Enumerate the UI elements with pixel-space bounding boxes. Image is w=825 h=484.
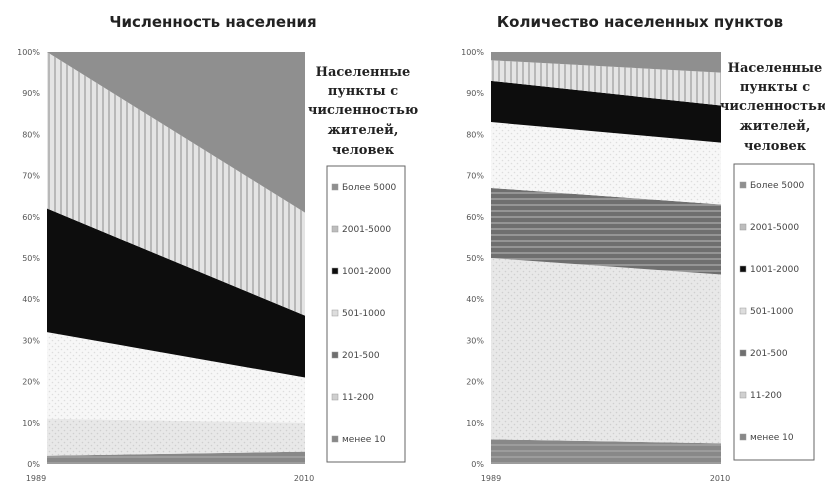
chart-2-legend-swatch-1001-2000 [739, 265, 747, 273]
chart-2-y-tick-label: 60% [466, 213, 484, 222]
chart-2-plot-area [491, 52, 721, 464]
chart-1-legend-label-501-1000: 501-1000 [342, 309, 386, 319]
chart-2-title: Количество населенных пунктов [497, 13, 783, 31]
chart-2-y-tick-label: 100% [461, 48, 484, 57]
chart-1-legend-swatch-более-5000 [331, 183, 339, 191]
chart-1-legend-title: Населенные пункты с численностью жителей… [308, 65, 418, 158]
chart-2-legend-label-1001-2000: 1001-2000 [750, 265, 799, 275]
chart-2-area-1001-2000 [491, 80, 721, 143]
chart-1-y-tick-label: 70% [22, 172, 40, 181]
chart-2-y-tick-label: 70% [466, 172, 484, 181]
chart-1-y-tick-label: 90% [22, 89, 40, 98]
chart-1-x-tick-end: 2010 [294, 474, 314, 483]
chart-1-legend-label-11-200: 11-200 [342, 393, 374, 403]
chart-2-area-более-5000 [491, 52, 721, 73]
chart-2-legend-swatch-более-5000 [739, 181, 747, 189]
chart-2-legend-label-201-500: 201-500 [750, 349, 788, 359]
chart-1-legend-swatch-501-1000 [331, 309, 339, 317]
chart-1-y-tick-label: 100% [17, 48, 40, 57]
chart-1-y-tick-label: 40% [22, 295, 40, 304]
chart-1-legend-box [326, 165, 406, 463]
chart-2-y-tick-label: 90% [466, 89, 484, 98]
chart-2-legend-box [733, 163, 815, 461]
chart-2-area-11-200 [491, 258, 721, 444]
chart-1-area-2001-5000 [47, 52, 305, 316]
chart-2-area-501-1000 [491, 122, 721, 205]
chart-1-legend-title-line-3: численностью [308, 103, 418, 118]
chart-2: Количество населенных пунктов 0% 10% 20% 30… [461, 13, 825, 483]
chart-1-legend: Более 5000 2001-5000 1001-2000 501-1000 201-… [331, 183, 397, 445]
chart-2-legend-label-более-5000: Более 5000 [750, 181, 805, 191]
chart-2-y-tick-label: 80% [466, 130, 484, 139]
chart-2-legend-label-501-1000: 501-1000 [750, 307, 794, 317]
chart-1-legend-label-менее-10: менее 10 [342, 435, 386, 445]
chart-1-legend-title-line-4: жителей, [328, 123, 399, 138]
chart-1-x-tick-start: 1989 [26, 474, 46, 483]
chart-2-y-axis: 0% 10% 20% 30% 40% 50% 60% 70% 80% 90% 100% [461, 48, 484, 469]
chart-1-legend-title-line-5: человек [332, 143, 395, 158]
chart-2-y-tick-label: 40% [466, 295, 484, 304]
chart-2-y-tick-label: 30% [466, 336, 484, 345]
chart-1-legend-swatch-201-500 [331, 351, 339, 359]
chart-1-y-tick-label: 50% [22, 254, 40, 263]
chart-1-y-axis: 0% 10% 20% 30% 40% 50% 60% 70% 80% 90% 100% [17, 48, 40, 469]
chart-2-legend-swatch-201-500 [739, 349, 747, 357]
chart-1-legend-label-1001-2000: 1001-2000 [342, 267, 391, 277]
chart-2-legend-swatch-11-200 [739, 391, 747, 399]
chart-2-y-tick-label: 50% [466, 254, 484, 263]
chart-2-legend-title-line-3: численностью [720, 99, 825, 114]
chart-1-y-tick-label: 0% [27, 460, 40, 469]
chart-2-legend-title: Населенные пункты с численностью жителей… [720, 61, 825, 154]
chart-1-area-более-5000 [47, 52, 305, 213]
chart-2-legend-swatch-501-1000 [739, 307, 747, 315]
chart-1-y-tick-label: 80% [22, 130, 40, 139]
chart-1-legend-label-201-500: 201-500 [342, 351, 380, 361]
chart-1-legend-swatch-11-200 [331, 393, 339, 401]
chart-2-x-tick-start: 1989 [481, 474, 501, 483]
chart-2-area-201-500 [491, 187, 721, 275]
chart-1-y-tick-label: 20% [22, 378, 40, 387]
chart-2-x-tick-end: 2010 [710, 474, 730, 483]
chart-1-title: Численность населения [109, 13, 316, 31]
chart-1: Численность населения 0% 10% 20% 30% 40% 50% 6… [17, 13, 418, 483]
chart-2-legend-label-менее-10: менее 10 [750, 433, 794, 443]
chart-2-legend-title-line-2: пункты с [740, 80, 810, 95]
chart-1-legend-title-line-2: пункты с [328, 84, 398, 99]
chart-1-legend-swatch-1001-2000 [331, 267, 339, 275]
chart-2-y-tick-label: 20% [466, 378, 484, 387]
chart-2-legend-swatch-2001-5000 [739, 223, 747, 231]
chart-1-plot-area [47, 52, 305, 464]
chart-2-y-tick-label: 0% [471, 460, 484, 469]
chart-1-legend-label-более-5000: Более 5000 [342, 183, 397, 193]
chart-2-y-tick-label: 10% [466, 419, 484, 428]
chart-2-area-2001-5000 [491, 60, 721, 106]
chart-1-legend-swatch-2001-5000 [331, 225, 339, 233]
chart-2-legend-label-2001-5000: 2001-5000 [750, 223, 799, 233]
chart-2-legend-title-line-4: жителей, [740, 119, 811, 134]
chart-1-area-11-200 [47, 418, 305, 456]
chart-1-area-501-1000 [47, 332, 305, 423]
chart-2-legend-title-line-1: Населенные [728, 61, 823, 76]
chart-1-legend-swatch-менее-10 [331, 435, 339, 443]
chart-2-area-менее-10 [491, 439, 721, 464]
chart-2-legend-label-11-200: 11-200 [750, 391, 782, 401]
chart-2-legend-title-line-5: человек [744, 139, 807, 154]
chart-2-legend: Более 5000 2001-5000 1001-2000 501-1000 201-… [739, 181, 805, 443]
chart-2-legend-swatch-менее-10 [739, 433, 747, 441]
chart-1-area-1001-2000 [47, 208, 305, 378]
chart-1-y-tick-label: 10% [22, 419, 40, 428]
chart-1-y-tick-label: 30% [22, 336, 40, 345]
chart-1-legend-label-2001-5000: 2001-5000 [342, 225, 391, 235]
chart-1-y-tick-label: 60% [22, 213, 40, 222]
chart-1-legend-title-line-1: Населенные [316, 65, 411, 80]
